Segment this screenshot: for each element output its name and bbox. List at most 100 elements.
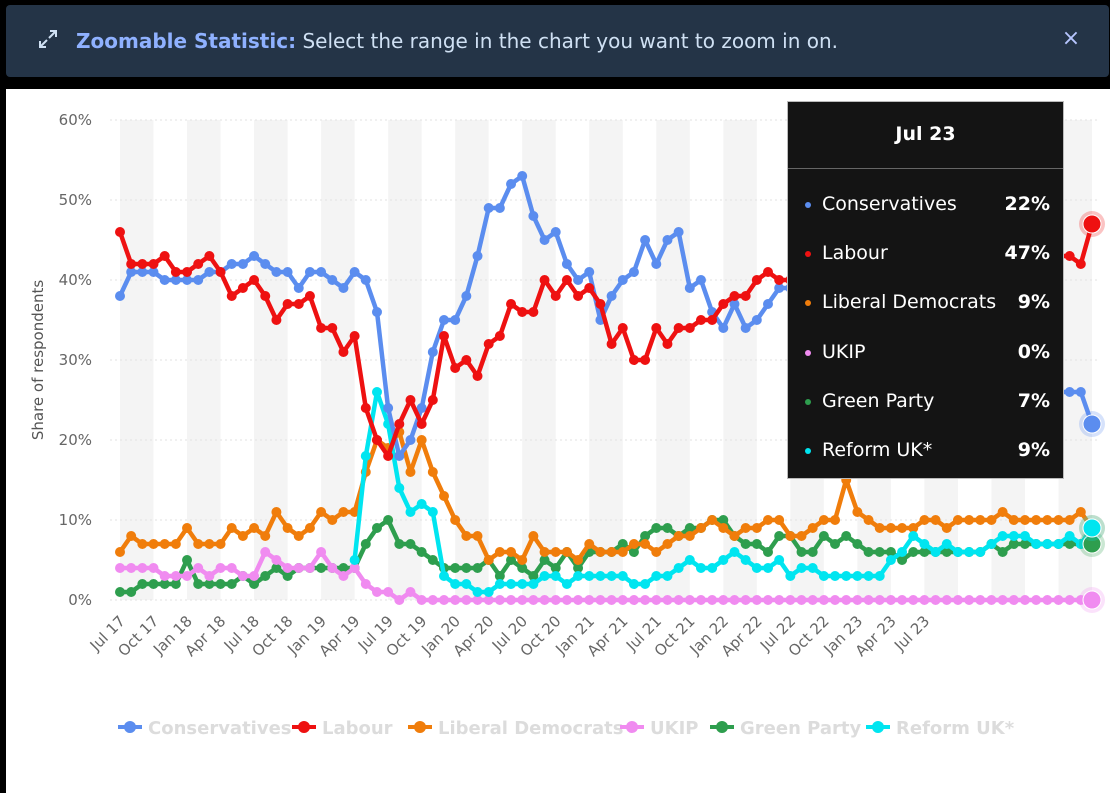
data-point[interactable] <box>394 419 405 429</box>
data-point[interactable] <box>964 547 975 557</box>
data-point[interactable] <box>1064 515 1075 525</box>
data-point[interactable] <box>271 563 282 573</box>
data-point[interactable] <box>897 595 908 605</box>
data-point[interactable] <box>237 283 248 293</box>
data-point[interactable] <box>137 259 148 269</box>
data-point[interactable] <box>383 587 394 597</box>
data-point[interactable] <box>897 523 908 533</box>
data-point[interactable] <box>751 523 762 533</box>
data-point[interactable] <box>774 515 785 525</box>
data-point[interactable] <box>740 539 751 549</box>
data-point[interactable] <box>394 483 405 493</box>
data-point[interactable] <box>818 531 829 541</box>
data-point[interactable] <box>1019 595 1030 605</box>
data-point[interactable] <box>293 563 304 573</box>
data-point[interactable] <box>483 339 494 349</box>
data-point[interactable] <box>450 595 461 605</box>
legend-item[interactable]: UKIP <box>620 718 698 739</box>
data-point[interactable] <box>707 563 718 573</box>
data-point[interactable] <box>673 595 684 605</box>
data-point[interactable] <box>159 571 170 581</box>
data-point[interactable] <box>249 523 260 533</box>
data-point[interactable] <box>1008 539 1019 549</box>
data-point[interactable] <box>628 595 639 605</box>
data-point[interactable] <box>148 563 159 573</box>
data-point[interactable] <box>416 595 427 605</box>
data-point[interactable] <box>159 275 170 285</box>
data-point[interactable] <box>807 547 818 557</box>
legend-item[interactable]: Conservatives <box>118 718 292 739</box>
data-point[interactable] <box>506 547 517 557</box>
data-point[interactable] <box>830 515 841 525</box>
data-point[interactable] <box>885 523 896 533</box>
data-point[interactable] <box>573 275 584 285</box>
data-point[interactable] <box>740 523 751 533</box>
data-point[interactable] <box>1031 595 1042 605</box>
data-point[interactable] <box>450 363 461 373</box>
data-point[interactable] <box>461 291 472 301</box>
data-point[interactable] <box>427 555 438 565</box>
data-point[interactable] <box>1008 531 1019 541</box>
data-point[interactable] <box>439 331 449 341</box>
data-point[interactable] <box>874 523 885 533</box>
data-point[interactable] <box>751 595 762 605</box>
data-point[interactable] <box>249 571 260 581</box>
data-point[interactable] <box>293 531 304 541</box>
data-point[interactable] <box>271 507 282 517</box>
data-point[interactable] <box>506 579 517 589</box>
data-point[interactable] <box>729 595 740 605</box>
data-point[interactable] <box>830 571 841 581</box>
data-point[interactable] <box>986 595 997 605</box>
data-point[interactable] <box>673 531 684 541</box>
data-point[interactable] <box>908 595 919 605</box>
data-point[interactable] <box>148 267 159 277</box>
data-point[interactable] <box>852 507 863 517</box>
data-point[interactable] <box>215 563 226 573</box>
data-point[interactable] <box>975 595 986 605</box>
data-point[interactable] <box>919 515 930 525</box>
data-point[interactable] <box>908 523 919 533</box>
data-point[interactable] <box>919 595 930 605</box>
data-point[interactable] <box>573 595 584 605</box>
data-point[interactable] <box>930 595 941 605</box>
data-point[interactable] <box>271 315 282 325</box>
data-point[interactable] <box>517 555 528 565</box>
data-point[interactable] <box>450 579 461 589</box>
data-point[interactable] <box>919 539 930 549</box>
data-point[interactable] <box>204 267 215 277</box>
data-point[interactable] <box>1019 531 1030 541</box>
data-point[interactable] <box>807 523 818 533</box>
data-point[interactable] <box>282 571 293 581</box>
data-point[interactable] <box>617 275 628 285</box>
data-point[interactable] <box>964 515 975 525</box>
data-point[interactable] <box>695 563 706 573</box>
data-point[interactable] <box>193 259 204 269</box>
data-point[interactable] <box>304 291 315 301</box>
data-point[interactable] <box>282 523 293 533</box>
data-point[interactable] <box>662 571 673 581</box>
data-point[interactable] <box>461 595 472 605</box>
data-point[interactable] <box>528 531 539 541</box>
data-point[interactable] <box>695 595 706 605</box>
data-point[interactable] <box>930 515 941 525</box>
data-point[interactable] <box>159 251 170 261</box>
data-point[interactable] <box>472 251 483 261</box>
series-liberal-democrats[interactable] <box>115 427 1094 565</box>
data-point[interactable] <box>595 547 606 557</box>
data-point[interactable] <box>885 555 896 565</box>
legend-item[interactable]: Reform UK* <box>866 718 1015 739</box>
data-point[interactable] <box>584 283 595 293</box>
data-point[interactable] <box>137 539 148 549</box>
data-point[interactable] <box>617 323 628 333</box>
data-point[interactable] <box>930 547 941 557</box>
data-point[interactable] <box>1053 595 1064 605</box>
data-point[interactable] <box>774 283 785 293</box>
data-point[interactable] <box>282 267 293 277</box>
data-point[interactable] <box>740 595 751 605</box>
data-point[interactable] <box>941 523 952 533</box>
data-point[interactable] <box>349 507 360 517</box>
data-point[interactable] <box>193 579 204 589</box>
data-point[interactable] <box>517 579 528 589</box>
data-point[interactable] <box>193 563 204 573</box>
data-point[interactable] <box>282 563 293 573</box>
